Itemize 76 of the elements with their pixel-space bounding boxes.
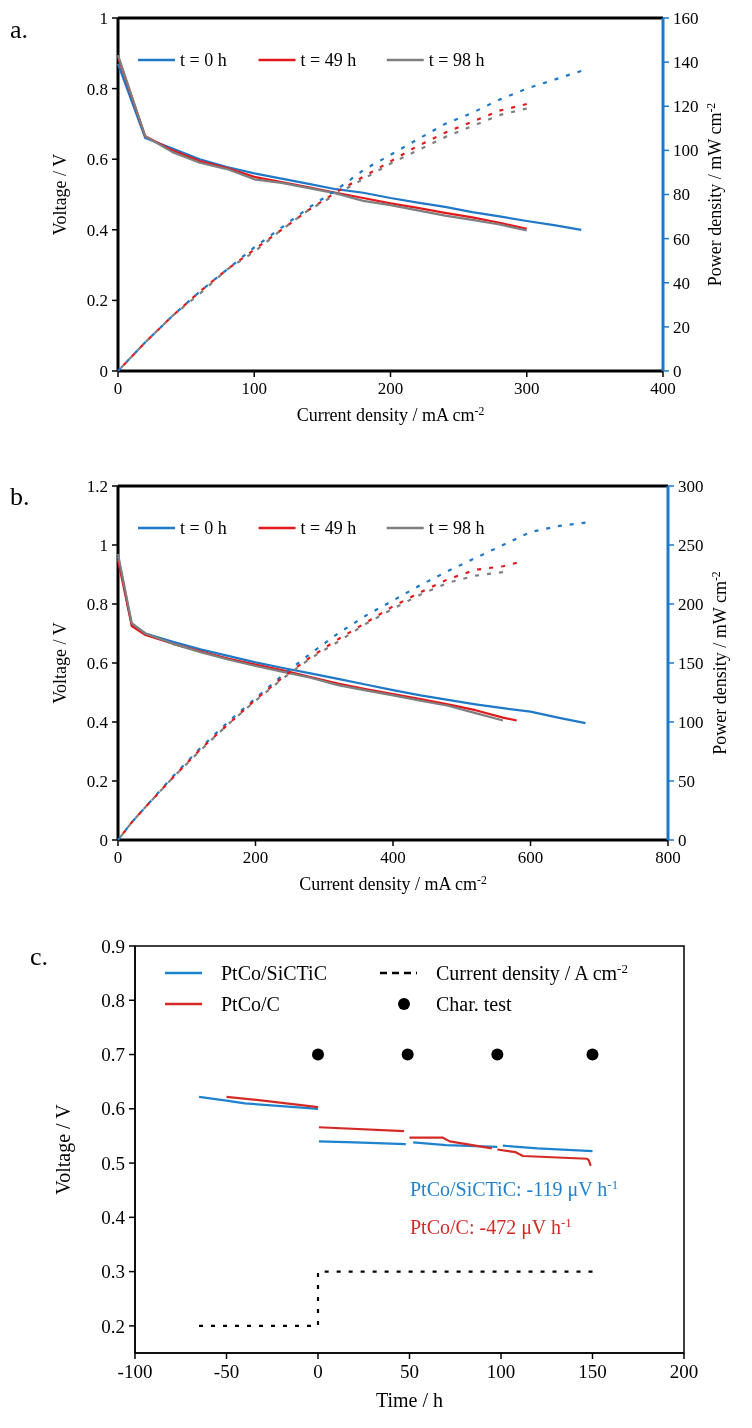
y2-tick-label: 300 [678, 476, 704, 496]
y2-tick-label: 100 [678, 712, 704, 732]
y2-tick-label: 150 [678, 653, 704, 673]
y-tick-label: 0.6 [101, 1098, 125, 1120]
y2-tick-label: 140 [673, 53, 699, 73]
y2-tick-label: 20 [673, 317, 690, 337]
legend-label: t = 98 h [428, 49, 485, 70]
y-tick-label: 0.4 [86, 712, 109, 732]
line-series [496, 1148, 592, 1167]
line-series [116, 521, 587, 842]
y-axis-title: Voltage / V [50, 622, 70, 704]
y-tick-label: 0.5 [101, 1152, 125, 1174]
y-tick-label: 0 [99, 361, 108, 381]
y-tick-label: 0.2 [101, 1315, 125, 1337]
y-tick-label: 0.2 [86, 771, 108, 791]
x-tick-label: 600 [517, 848, 544, 867]
y-tick-label: 0.8 [86, 79, 108, 99]
legend-label: Current density / A cm$^{-2}$ [436, 960, 628, 985]
y2-tick-label: 100 [673, 141, 699, 161]
x-tick-label: 800 [655, 848, 681, 867]
legend-label: t = 0 h [180, 49, 227, 70]
y-tick-label: 1.2 [86, 476, 108, 496]
y2-tick-label: 0 [673, 361, 682, 381]
y2-tick-label: 80 [673, 185, 690, 205]
y-tick-label: 1 [99, 535, 108, 555]
y-tick-label: 0.8 [101, 989, 125, 1011]
annotation: PtCo/SiCTiC: -119 μV h$^{-1}$ [410, 1176, 619, 1201]
chart-title: c. [30, 942, 49, 971]
x-tick-label: 400 [380, 848, 406, 867]
chart-title: b. [10, 482, 30, 511]
x-tick-label: 100 [486, 1361, 516, 1382]
y-tick-label: 0.8 [86, 594, 108, 614]
y-tick-label: 0.6 [86, 653, 108, 673]
line-series [197, 1095, 320, 1110]
legend-label: t = 98 h [428, 517, 485, 538]
chart-title: a. [10, 15, 29, 44]
annotation: PtCo/C: -472 μV h$^{-1}$ [410, 1214, 572, 1239]
legend-label: t = 49 h [300, 517, 357, 538]
x-tick-label: 200 [377, 379, 404, 398]
y-tick-label: 1 [99, 8, 108, 28]
x-tick-label: -100 [117, 1361, 153, 1382]
x-tick-label: 50 [400, 1361, 419, 1382]
y-tick-label: 0.7 [101, 1044, 125, 1066]
x-tick-label: 100 [241, 379, 267, 398]
y-tick-label: 0 [99, 830, 108, 850]
y-tick-label: 0.9 [101, 935, 125, 957]
x-axis-title: Time / h [375, 1389, 444, 1411]
y2-tick-label: 160 [673, 8, 699, 28]
y-tick-label: 0.6 [86, 150, 108, 170]
y-tick-label: 0.2 [86, 291, 108, 311]
y2-tick-label: 0 [678, 830, 687, 850]
x-tick-label: 200 [669, 1361, 699, 1382]
y2-tick-label: 50 [678, 771, 695, 791]
legend-label: t = 0 h [180, 517, 227, 538]
y2-tick-label: 40 [673, 273, 690, 293]
y2-tick-label: 200 [678, 594, 704, 614]
y-axis-title: Voltage / V [52, 1103, 75, 1195]
y2-tick-label: 120 [673, 97, 699, 117]
x-tick-label: 200 [242, 848, 269, 867]
y-axis-title: Voltage / V [50, 153, 70, 236]
legend-label: PtCo/C [221, 992, 280, 1015]
legend-label: Char. test [436, 992, 512, 1015]
x-axis-title: Current density / mA cm$^{-2}$ [299, 873, 488, 894]
y-tick-label: 0.3 [101, 1261, 125, 1283]
x-axis-title: Current density / mA cm$^{-2}$ [296, 404, 485, 425]
x-tick-label: 150 [578, 1361, 607, 1382]
y2-tick-label: 250 [678, 535, 704, 555]
x-tick-label: 400 [650, 379, 676, 398]
legend-label: PtCo/SiCTiC [221, 961, 328, 984]
x-tick-label: 0 [313, 1361, 323, 1382]
y-tick-label: 0.4 [101, 1206, 126, 1228]
legend-label: t = 49 h [300, 49, 357, 70]
y2-tick-label: 60 [673, 229, 690, 249]
x-tick-label: 300 [514, 379, 540, 398]
x-tick-label: -50 [213, 1361, 240, 1382]
y-tick-label: 0.4 [86, 220, 109, 240]
